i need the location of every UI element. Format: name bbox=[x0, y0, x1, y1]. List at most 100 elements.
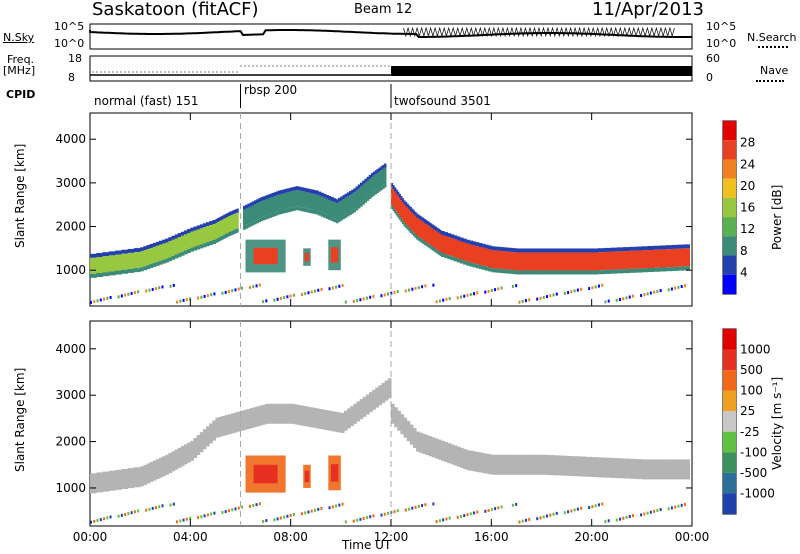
noise-sky-series bbox=[89, 29, 693, 38]
band-edge bbox=[677, 244, 685, 249]
near-range-scatter bbox=[411, 506, 414, 510]
band-core bbox=[416, 217, 419, 236]
ground-scatter-band bbox=[503, 454, 511, 475]
band-edge bbox=[295, 186, 299, 191]
near-range-scatter bbox=[224, 290, 227, 294]
ground-scatter-band bbox=[591, 457, 599, 478]
band-edge bbox=[456, 236, 461, 241]
band-edge bbox=[199, 224, 204, 229]
band-edge bbox=[616, 269, 624, 274]
band-edge bbox=[436, 249, 439, 254]
band-edge bbox=[155, 241, 160, 246]
near-range-scatter bbox=[200, 515, 203, 519]
band-core bbox=[408, 209, 411, 228]
ground-scatter-band bbox=[475, 451, 480, 472]
band-edge bbox=[206, 222, 210, 227]
band-core bbox=[431, 228, 434, 247]
near-range-scatter bbox=[536, 297, 539, 301]
near-range-scatter bbox=[292, 513, 295, 517]
near-range-scatter bbox=[386, 292, 389, 296]
band-edge bbox=[459, 237, 464, 242]
near-range-scatter bbox=[317, 288, 320, 292]
near-range-scatter bbox=[546, 514, 549, 518]
near-range-scatter bbox=[615, 298, 618, 302]
band-edge bbox=[394, 187, 397, 192]
band-edge bbox=[251, 221, 255, 226]
nave-label: Nave bbox=[760, 64, 789, 77]
band-edge bbox=[623, 269, 630, 274]
band-edge bbox=[362, 180, 365, 185]
near-range-scatter bbox=[307, 291, 310, 295]
band-edge bbox=[357, 204, 361, 209]
near-range-scatter bbox=[521, 299, 524, 303]
band-edge bbox=[96, 273, 104, 278]
near-range-scatter bbox=[649, 291, 652, 295]
band-edge bbox=[220, 236, 223, 241]
near-range-scatter bbox=[539, 296, 542, 300]
band-edge bbox=[635, 268, 643, 273]
near-range-scatter bbox=[197, 296, 200, 300]
near-range-scatter bbox=[279, 516, 282, 520]
near-range-scatter bbox=[414, 286, 417, 290]
band-edge bbox=[269, 213, 273, 218]
near-range-scatter bbox=[511, 503, 514, 507]
ground-scatter-band bbox=[469, 450, 474, 471]
near-range-scatter bbox=[414, 505, 417, 509]
band-edge bbox=[335, 219, 339, 224]
ground-scatter-band bbox=[309, 407, 314, 428]
near-range-scatter bbox=[674, 286, 677, 290]
band-core bbox=[273, 196, 277, 213]
band-core bbox=[382, 168, 385, 185]
band-edge bbox=[202, 243, 207, 248]
near-range-scatter bbox=[628, 515, 631, 519]
band-edge bbox=[168, 237, 173, 242]
ground-scatter-band bbox=[375, 387, 379, 408]
band-edge bbox=[206, 242, 210, 247]
band-edge bbox=[221, 235, 224, 240]
band-edge bbox=[641, 268, 649, 273]
near-range-scatter bbox=[359, 298, 362, 302]
near-range-scatter bbox=[158, 505, 161, 509]
band-edge bbox=[171, 235, 176, 240]
band-core bbox=[333, 202, 337, 219]
band-core bbox=[560, 252, 568, 271]
y-tick-label: 4000 bbox=[55, 132, 86, 146]
band-edge bbox=[232, 210, 235, 215]
band-edge bbox=[368, 194, 372, 199]
near-range-scatter bbox=[93, 300, 96, 304]
band-edge bbox=[303, 187, 307, 192]
ground-scatter-band bbox=[635, 459, 643, 480]
band-edge bbox=[522, 270, 527, 275]
near-range-scatter bbox=[93, 519, 96, 523]
band-edge bbox=[351, 209, 354, 214]
band-edge bbox=[423, 218, 426, 223]
near-range-scatter bbox=[622, 516, 625, 520]
near-range-scatter bbox=[487, 289, 490, 293]
near-range-scatter bbox=[158, 286, 161, 290]
near-range-scatter bbox=[580, 506, 583, 510]
band-core bbox=[488, 249, 492, 268]
ground-scatter-band bbox=[312, 407, 317, 428]
ground-scatter-band bbox=[227, 414, 232, 435]
ground-scatter-band bbox=[472, 451, 477, 472]
ground-scatter-band bbox=[535, 454, 542, 475]
near-range-scatter bbox=[659, 508, 662, 512]
band-edge bbox=[295, 206, 299, 211]
band-edge bbox=[412, 210, 416, 215]
ground-scatter-band bbox=[604, 457, 611, 478]
band-edge bbox=[278, 190, 281, 195]
band-edge bbox=[516, 248, 521, 253]
band-edge bbox=[340, 216, 343, 221]
band-core bbox=[453, 239, 458, 258]
band-edge bbox=[392, 185, 395, 190]
band-edge bbox=[579, 248, 586, 253]
near-range-scatter bbox=[576, 507, 579, 511]
band-core bbox=[653, 249, 661, 268]
near-range-scatter bbox=[521, 519, 524, 523]
band-edge bbox=[338, 197, 341, 202]
band-edge bbox=[538, 248, 542, 253]
band-core bbox=[414, 215, 417, 234]
band-edge bbox=[419, 215, 422, 220]
colorbar-tick-label: 12 bbox=[740, 222, 755, 236]
band-core bbox=[293, 190, 297, 207]
